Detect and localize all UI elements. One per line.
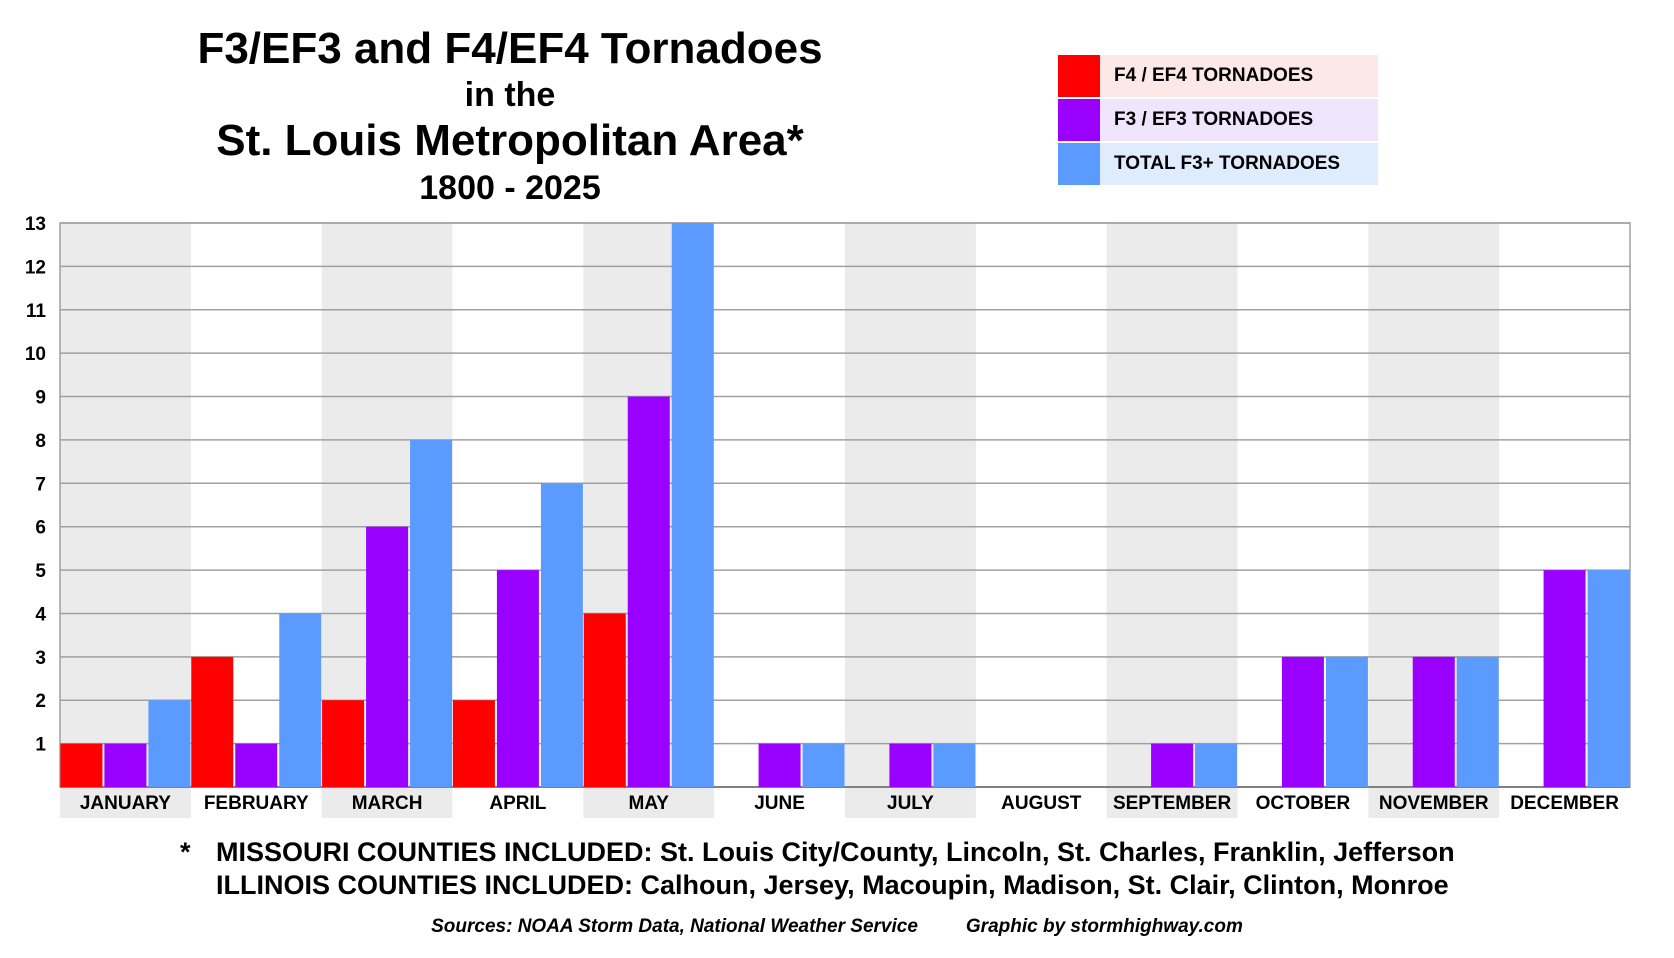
legend-swatch-total	[1058, 143, 1100, 185]
bar-november-total	[1456, 656, 1499, 787]
bar-december-total	[1587, 570, 1630, 787]
bar-december-f3	[1543, 570, 1586, 787]
y-tick-label-7: 7	[35, 474, 46, 495]
y-tick-label-13: 13	[25, 214, 46, 235]
x-tick-label-january: JANUARY	[80, 793, 171, 814]
bar-april-f3	[496, 570, 539, 787]
chart-title: F3/EF3 and F4/EF4 Tornadoes in the St. L…	[120, 22, 900, 208]
x-tick-label-october: OCTOBER	[1256, 793, 1351, 814]
title-line-2: in the	[464, 76, 556, 114]
bar-march-total	[410, 439, 453, 787]
title-line-3: St. Louis Metropolitan Area*	[216, 116, 804, 165]
footnote: * MISSOURI COUNTIES INCLUDED: St. Louis C…	[180, 836, 1520, 902]
legend-label-total: TOTAL F3+ TORNADOES	[1100, 143, 1378, 185]
y-tick-label-11: 11	[26, 301, 47, 322]
bar-may-f4	[583, 613, 626, 787]
y-tick-label-2: 2	[35, 691, 46, 712]
y-tick-label-3: 3	[35, 648, 46, 669]
bar-february-total	[279, 613, 322, 787]
footnote-illinois: ILLINOIS COUNTIES INCLUDED: Calhoun, Jer…	[216, 870, 1449, 900]
legend-item-f4: F4 / EF4 TORNADOES	[1058, 55, 1378, 97]
bar-april-total	[540, 483, 583, 787]
bar-april-f4	[452, 700, 495, 787]
legend-item-f3: F3 / EF3 TORNADOES	[1058, 99, 1378, 141]
x-tick-label-march: MARCH	[352, 793, 423, 814]
band-september	[1106, 223, 1238, 818]
footnote-missouri: MISSOURI COUNTIES INCLUDED: St. Louis Ci…	[216, 837, 1455, 867]
footnote-missouri-line: * MISSOURI COUNTIES INCLUDED: St. Louis C…	[180, 836, 1520, 869]
bar-february-f3	[235, 743, 278, 787]
bar-march-f4	[322, 700, 365, 787]
bar-may-total	[671, 223, 714, 787]
x-tick-label-july: JULY	[887, 793, 934, 814]
bar-may-f3	[627, 396, 670, 787]
bar-march-f3	[366, 526, 409, 787]
bar-september-f3	[1151, 743, 1194, 787]
sources-text: Sources: NOAA Storm Data, National Weath…	[431, 916, 918, 937]
bar-october-total	[1325, 656, 1368, 787]
sources-line: Sources: NOAA Storm Data, National Weath…	[0, 916, 1674, 938]
legend-swatch-f3	[1058, 99, 1100, 141]
x-tick-label-september: SEPTEMBER	[1113, 793, 1232, 814]
x-tick-label-december: DECEMBER	[1510, 793, 1619, 814]
y-tick-label-8: 8	[35, 431, 46, 452]
footnote-illinois-line: ILLINOIS COUNTIES INCLUDED: Calhoun, Jer…	[180, 869, 1520, 902]
x-tick-label-june: JUNE	[754, 793, 805, 814]
legend-label-f4: F4 / EF4 TORNADOES	[1100, 55, 1378, 97]
bar-july-f3	[889, 743, 932, 787]
legend-item-total: TOTAL F3+ TORNADOES	[1058, 143, 1378, 185]
bar-october-f3	[1281, 656, 1324, 787]
legend: F4 / EF4 TORNADOES F3 / EF3 TORNADOES TO…	[1058, 55, 1378, 187]
bar-january-f3	[104, 743, 147, 787]
y-tick-label-10: 10	[25, 344, 46, 365]
graphic-credit: Graphic by stormhighway.com	[965, 916, 1243, 937]
y-tick-label-12: 12	[25, 257, 46, 278]
y-tick-label-9: 9	[35, 388, 46, 409]
title-line-1: F3/EF3 and F4/EF4 Tornadoes	[197, 24, 823, 73]
bar-june-f3	[758, 743, 801, 787]
bar-september-total	[1195, 743, 1238, 787]
x-tick-label-november: NOVEMBER	[1379, 793, 1489, 814]
y-tick-label-1: 1	[35, 735, 46, 756]
x-tick-label-august: AUGUST	[1001, 793, 1082, 814]
x-tick-label-april: APRIL	[489, 793, 546, 814]
band-july	[845, 223, 976, 818]
footnote-asterisk: *	[180, 837, 191, 867]
legend-swatch-f4	[1058, 55, 1100, 97]
y-tick-label-5: 5	[35, 561, 46, 582]
bar-november-f3	[1412, 656, 1455, 787]
y-tick-label-4: 4	[35, 604, 46, 625]
bar-june-total	[802, 743, 845, 787]
x-tick-label-may: MAY	[629, 793, 670, 814]
bar-january-total	[148, 700, 191, 787]
x-tick-label-february: FEBRUARY	[204, 793, 309, 814]
y-tick-label-6: 6	[35, 518, 46, 539]
title-line-4: 1800 - 2025	[419, 169, 601, 207]
legend-label-f3: F3 / EF3 TORNADOES	[1100, 99, 1378, 141]
bar-january-f4	[60, 743, 103, 787]
bar-february-f4	[191, 656, 234, 787]
bar-july-total	[933, 743, 976, 787]
